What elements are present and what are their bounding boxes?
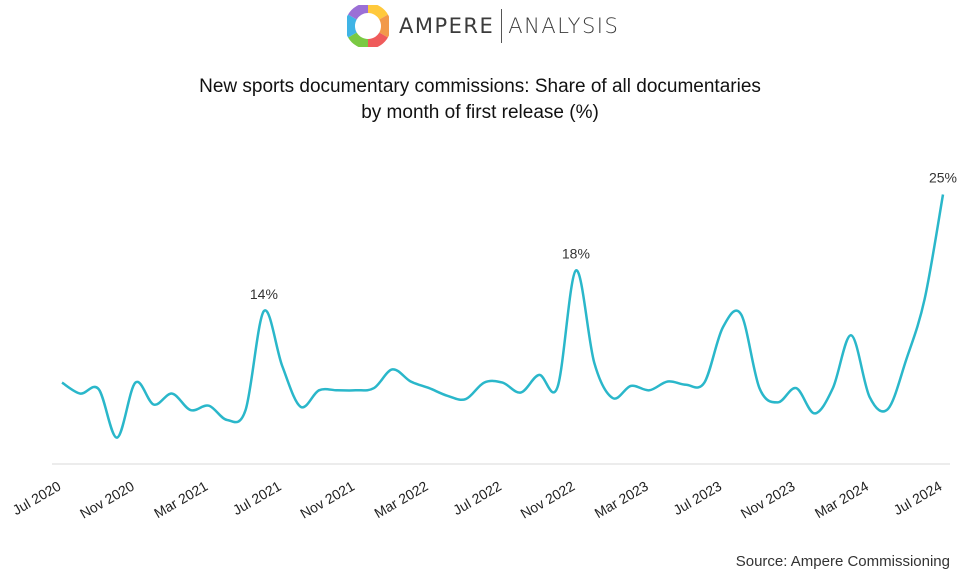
x-tick-label: Nov 2020 [77,478,137,522]
x-tick-label: Jul 2022 [450,478,504,518]
x-tick-label: Jul 2023 [670,478,724,518]
chart-subtitle: by month of first release (%) [361,102,599,123]
x-tick-label: Mar 2024 [812,478,871,522]
x-tick-label: Nov 2023 [738,478,798,522]
series-line [61,194,945,439]
x-tick-label: Jul 2020 [10,478,64,518]
x-tick-label: Nov 2022 [518,478,578,522]
x-tick-label: Jul 2024 [891,478,945,518]
brand-divider [501,9,503,43]
x-tick-label: Mar 2022 [371,478,430,522]
ampere-logo: AMPERE ANALYSIS [347,4,619,48]
ampere-ring-icon [347,5,389,47]
x-tick-label: Mar 2021 [151,478,210,522]
data-label: 18% [562,245,590,261]
x-tick-label: Jul 2021 [230,478,284,518]
brand-suffix: ANALYSIS [508,14,620,38]
x-tick-label: Nov 2021 [297,478,357,522]
data-label: 14% [250,286,278,302]
chart-title: New sports documentary commissions: Shar… [199,76,761,97]
brand-name: AMPERE [399,14,495,38]
chart-title-block: New sports documentary commissions: Shar… [0,74,960,126]
source-note: Source: Ampere Commissioning [735,553,950,570]
x-tick-label: Mar 2023 [592,478,651,522]
data-label: 25% [929,170,957,186]
